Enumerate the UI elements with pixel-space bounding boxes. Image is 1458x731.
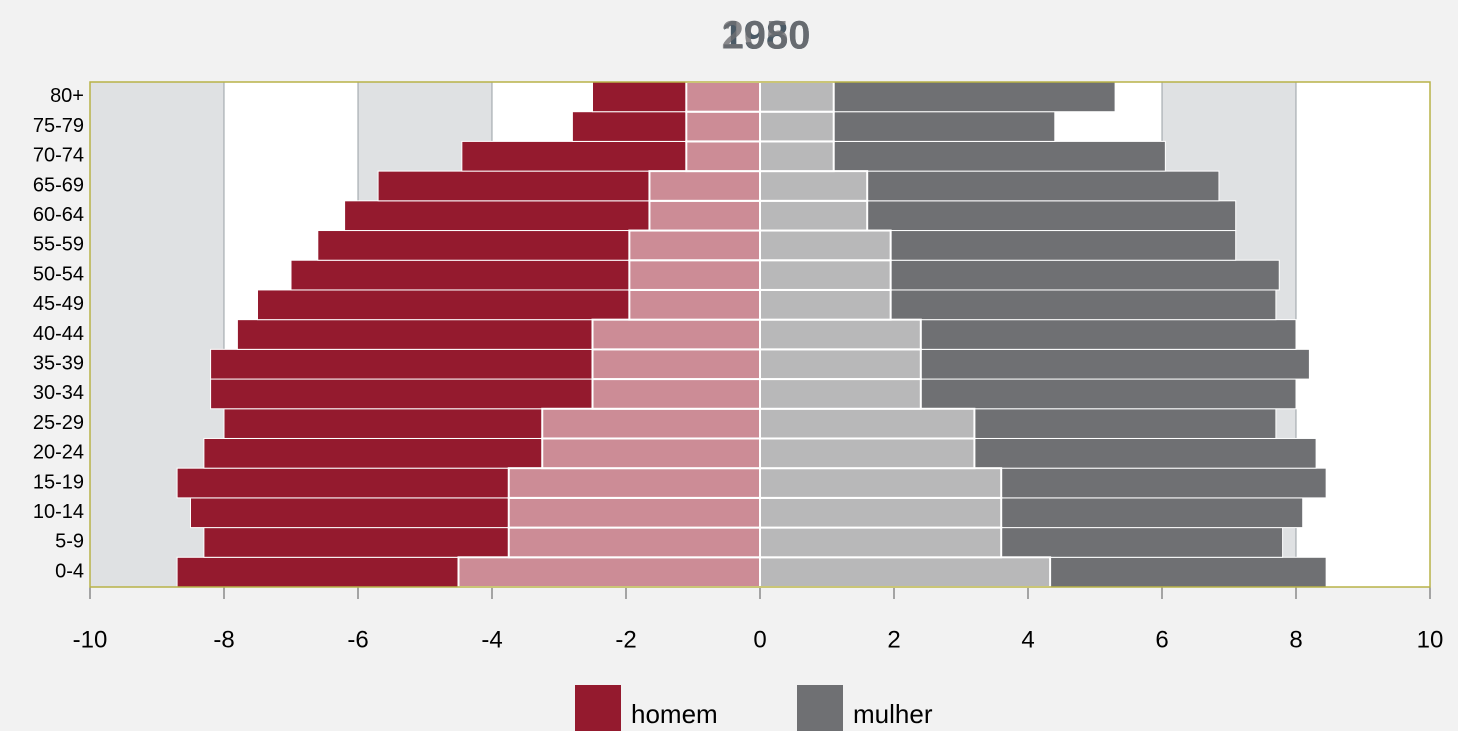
x-tick-label: 8 [1289, 626, 1302, 653]
y-tick-label: 70-74 [33, 145, 84, 167]
legend-swatch [797, 685, 843, 731]
y-tick-label: 50-54 [33, 263, 84, 285]
bar [591, 378, 761, 410]
legend-label: mulher [853, 699, 933, 729]
bar [628, 288, 761, 321]
bar [628, 259, 761, 291]
bar [759, 229, 892, 262]
bar [759, 170, 869, 202]
y-tick-label: 65-69 [33, 174, 84, 196]
x-tick-label: -6 [347, 626, 368, 653]
y-tick-label: 35-39 [33, 352, 84, 374]
y-tick-label: 20-24 [33, 442, 84, 464]
plot-border [89, 81, 1431, 588]
bar [507, 467, 761, 499]
bar [759, 556, 1052, 589]
x-tick-label: 2 [887, 626, 900, 653]
y-tick-label: 15-19 [33, 471, 84, 493]
bar [685, 140, 761, 173]
x-tick-label: -8 [213, 626, 234, 653]
bar [507, 526, 761, 559]
bar [457, 556, 761, 589]
bar [759, 526, 1003, 559]
bar [541, 437, 761, 470]
y-tick-label: 30-34 [33, 382, 84, 404]
y-tick-label: 0-4 [55, 560, 84, 582]
chart-title: 1980 [722, 14, 811, 58]
bar [759, 407, 976, 440]
y-tick-label: 75-79 [33, 115, 84, 137]
bar [685, 110, 761, 143]
legend-swatch [575, 685, 621, 731]
x-tick-label: 6 [1155, 626, 1168, 653]
y-tick-label: 10-14 [33, 501, 84, 523]
x-tick-label: 0 [753, 626, 766, 653]
y-tick-label: 55-59 [33, 234, 84, 256]
x-tick-label: -2 [615, 626, 636, 653]
bar [759, 288, 892, 321]
x-tick-label: -4 [481, 626, 502, 653]
bar [591, 348, 761, 381]
y-tick-label: 60-64 [33, 204, 84, 226]
bar [759, 259, 892, 291]
y-tick-label: 40-44 [33, 323, 84, 345]
bar [759, 199, 869, 232]
x-tick-label: 10 [1417, 626, 1444, 653]
bar [591, 318, 761, 351]
bar [759, 110, 835, 143]
bar [759, 467, 1003, 499]
bar [759, 81, 835, 113]
y-tick-label: 45-49 [33, 293, 84, 315]
bar [759, 496, 1003, 529]
bar [759, 437, 976, 470]
bar [759, 140, 835, 173]
legend-label: homem [631, 699, 718, 729]
y-tick-label: 5-9 [55, 531, 84, 553]
bar [759, 318, 922, 351]
bar [759, 378, 922, 410]
bar [759, 348, 922, 381]
bar [685, 81, 761, 113]
chart-title: 2050 [722, 14, 811, 58]
x-tick-label: -10 [73, 626, 108, 653]
bar [628, 229, 761, 262]
bar [648, 170, 762, 202]
bar [507, 496, 761, 529]
bar [648, 199, 762, 232]
y-tick-label: 25-29 [33, 412, 84, 434]
y-tick-label: 80+ [50, 85, 84, 107]
x-tick-label: 4 [1021, 626, 1034, 653]
bar [541, 407, 761, 440]
